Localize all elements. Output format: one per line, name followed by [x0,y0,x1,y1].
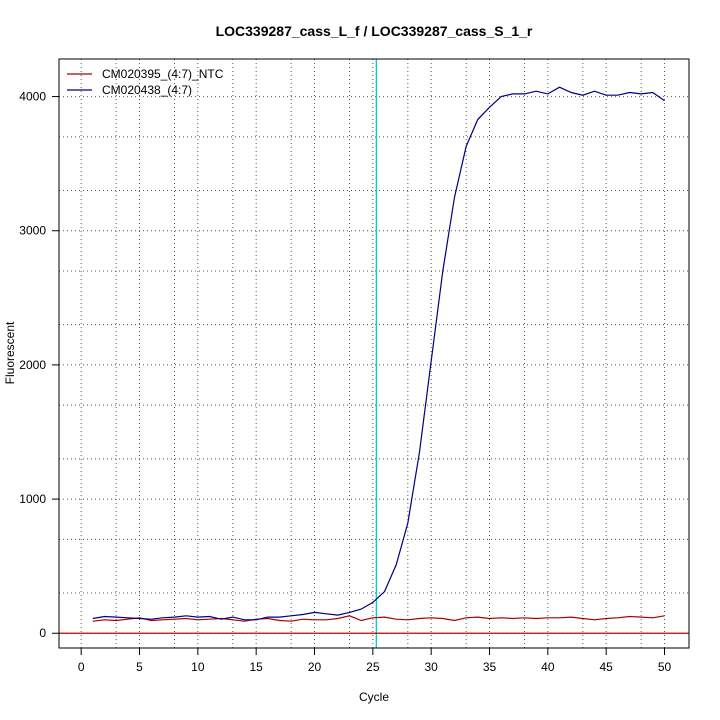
y-tick-label: 0 [39,626,46,640]
y-tick-label: 3000 [19,224,46,238]
legend-label-1: CM020395_(4:7)_NTC [102,67,224,81]
x-tick-label: 50 [658,660,672,674]
series-line-1 [92,615,665,622]
x-tick-label: 45 [599,660,613,674]
x-axis-label: Cycle [359,690,389,704]
x-tick-label: 0 [78,660,85,674]
x-tick-label: 15 [249,660,263,674]
series-layer [92,86,665,622]
grid-layer [59,59,689,648]
y-tick-label: 1000 [19,492,46,506]
x-tick-label: 20 [308,660,322,674]
x-tick-label: 25 [366,660,380,674]
x-tick-label: 35 [483,660,497,674]
x-tick-label: 5 [136,660,143,674]
x-axis: 0 5 10 15 20 25 30 35 40 45 50 [78,647,672,674]
legend: CM020395_(4:7)_NTC CM020438_(4:7) [67,67,224,97]
y-axis: 0 1000 2000 3000 4000 [19,90,60,640]
x-tick-label: 40 [541,660,555,674]
plot-frame [58,58,690,649]
reference-lines [59,59,689,648]
y-tick-label: 2000 [19,358,46,372]
y-tick-label: 4000 [19,90,46,104]
y-axis-label: Fluorescent [3,321,17,384]
legend-label-2: CM020438_(4:7) [102,83,192,97]
chart-title: LOC339287_cass_L_f / LOC339287_cass_S_1_… [216,23,533,39]
x-tick-label: 10 [191,660,205,674]
series-line-2 [92,86,665,621]
x-tick-label: 30 [424,660,438,674]
